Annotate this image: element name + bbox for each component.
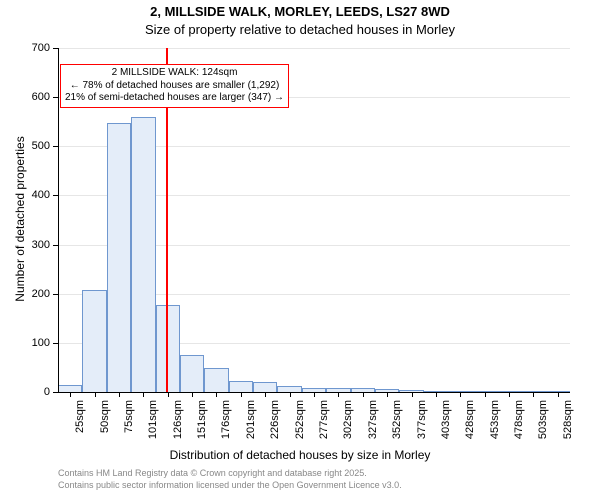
y-tick-label: 100 bbox=[0, 337, 50, 349]
y-tick-label: 600 bbox=[0, 91, 50, 103]
x-tick-label: 277sqm bbox=[318, 400, 330, 439]
x-tick-label: 75sqm bbox=[123, 400, 135, 433]
x-tick-label: 176sqm bbox=[220, 400, 232, 439]
x-tick-label: 226sqm bbox=[269, 400, 281, 439]
y-tick-label: 0 bbox=[0, 386, 50, 398]
annotation-box: 2 MILLSIDE WALK: 124sqm← 78% of detached… bbox=[60, 64, 289, 108]
chart-title: 2, MILLSIDE WALK, MORLEY, LEEDS, LS27 8W… bbox=[0, 4, 600, 19]
histogram-bar bbox=[82, 290, 106, 392]
x-tick-label: 25sqm bbox=[74, 400, 86, 433]
x-tick-label: 50sqm bbox=[99, 400, 111, 433]
x-tick-label: 126sqm bbox=[172, 400, 184, 439]
caption-line: Contains HM Land Registry data © Crown c… bbox=[58, 468, 367, 478]
x-tick-label: 377sqm bbox=[416, 400, 428, 439]
x-tick-label: 453sqm bbox=[489, 400, 501, 439]
histogram-bar bbox=[131, 117, 155, 392]
histogram-bar bbox=[58, 385, 82, 392]
histogram-bar bbox=[253, 382, 277, 392]
x-tick-label: 428sqm bbox=[464, 400, 476, 439]
x-tick-label: 528sqm bbox=[562, 400, 574, 439]
chart-subtitle: Size of property relative to detached ho… bbox=[0, 22, 600, 37]
histogram-bar bbox=[204, 368, 228, 392]
histogram-bar bbox=[229, 381, 253, 392]
x-tick-label: 302sqm bbox=[342, 400, 354, 439]
x-tick-label: 101sqm bbox=[147, 400, 159, 439]
caption-line: Contains public sector information licen… bbox=[58, 480, 402, 490]
x-tick-label: 478sqm bbox=[513, 400, 525, 439]
y-axis-label: Number of detached properties bbox=[13, 119, 27, 319]
x-tick-label: 503sqm bbox=[537, 400, 549, 439]
histogram-bar bbox=[107, 123, 131, 392]
x-tick-label: 327sqm bbox=[367, 400, 379, 439]
x-tick-label: 403sqm bbox=[440, 400, 452, 439]
histogram-bar bbox=[180, 355, 204, 392]
x-tick-label: 352sqm bbox=[391, 400, 403, 439]
x-tick-label: 252sqm bbox=[294, 400, 306, 439]
x-axis-label: Distribution of detached houses by size … bbox=[0, 448, 600, 462]
x-tick-label: 151sqm bbox=[196, 400, 208, 439]
y-tick-label: 700 bbox=[0, 42, 50, 54]
x-tick-label: 201sqm bbox=[245, 400, 257, 439]
chart-root: 2, MILLSIDE WALK, MORLEY, LEEDS, LS27 8W… bbox=[0, 0, 600, 500]
